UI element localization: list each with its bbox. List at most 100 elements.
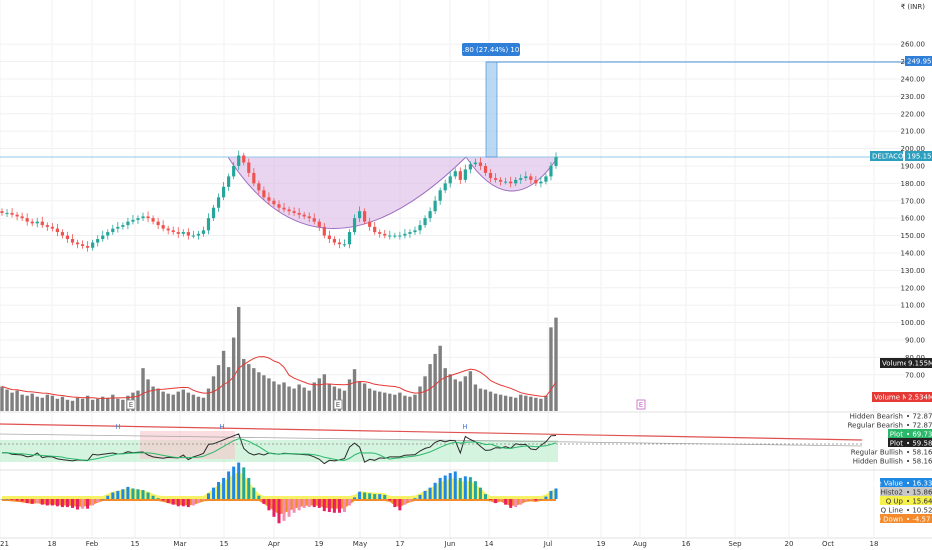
candle	[222, 186, 226, 198]
volume-bar	[473, 384, 478, 411]
volume-label-tag-box	[880, 358, 906, 368]
volume-bar	[186, 392, 191, 411]
squeeze-bar	[186, 499, 190, 508]
squeeze-value-box	[904, 478, 932, 487]
candle	[398, 235, 402, 237]
squeeze-bar	[222, 477, 226, 499]
squeeze-bar	[458, 477, 462, 499]
volume-bar	[388, 393, 392, 411]
volume-bar	[45, 394, 50, 411]
candle	[136, 218, 140, 220]
earnings-marker-box	[126, 399, 136, 410]
volume-bar	[514, 397, 518, 411]
candle	[478, 162, 483, 166]
candle	[504, 181, 508, 183]
candle	[50, 226, 54, 229]
squeeze-bar	[519, 499, 523, 505]
candle	[317, 221, 321, 227]
squeeze-bar	[65, 499, 69, 508]
squeeze-bar	[176, 499, 180, 507]
volume-bar	[80, 398, 85, 411]
volume-bar	[403, 395, 407, 411]
volume-bar	[503, 395, 508, 411]
candle	[267, 197, 271, 201]
candle	[342, 244, 347, 246]
squeeze-bar	[413, 498, 417, 499]
candles	[0, 150, 558, 252]
squeeze-bar	[166, 499, 170, 504]
squeeze-bar	[463, 476, 467, 499]
squeeze-bar	[10, 499, 14, 500]
volume-bar	[146, 379, 150, 411]
volume-bar	[433, 353, 437, 411]
candle	[15, 214, 19, 217]
squeeze-yellow-area	[2, 471, 556, 499]
candle	[307, 216, 311, 219]
rsi-label: Regular Bearish	[848, 422, 903, 430]
squeeze-bar	[0, 499, 4, 500]
squeeze-bar	[383, 494, 387, 499]
squeeze-bar	[504, 499, 508, 505]
squeeze-bar	[509, 499, 513, 508]
squeeze-value-box	[904, 487, 932, 496]
rsi-label: Hidden Bearish	[850, 413, 903, 421]
rsi-value: • 59.58	[906, 440, 932, 448]
currency-label: ₹ (INR)	[901, 3, 926, 11]
squeeze-bar	[282, 499, 286, 521]
candle	[0, 211, 4, 213]
squeeze-value: • 15.64	[906, 498, 932, 506]
volume-bar	[342, 390, 347, 411]
time-tick: Oct	[822, 540, 834, 548]
volume-bar	[312, 382, 316, 411]
volume-bar	[508, 396, 513, 411]
candle	[206, 218, 211, 231]
squeeze-bar	[136, 489, 140, 499]
candle	[443, 183, 447, 191]
volume-bar	[322, 374, 327, 411]
candle	[428, 211, 432, 219]
candle	[463, 169, 467, 180]
squeeze-bar	[131, 488, 135, 499]
volume-bar	[428, 364, 432, 411]
volume-bar	[237, 306, 241, 411]
candle	[10, 212, 14, 215]
squeeze-bar	[433, 482, 437, 499]
squeeze-value: • 10.52	[906, 507, 932, 515]
squeeze-bar	[489, 499, 493, 500]
time-tick: Aug	[633, 540, 647, 548]
volume-bar	[327, 384, 332, 411]
time-tick: 2021	[0, 540, 9, 548]
candle	[549, 165, 553, 177]
volume-ma-value-tag: 2.534M	[908, 394, 932, 402]
squeeze-bar	[363, 492, 367, 499]
measure-label-box	[462, 43, 520, 56]
candle	[378, 232, 382, 234]
candle	[433, 200, 437, 212]
volume-bar	[30, 393, 34, 411]
candle	[75, 242, 80, 245]
earnings-marker: E	[129, 401, 133, 409]
price-tick: 130.00	[901, 267, 926, 275]
candle	[161, 225, 165, 229]
volume-bar	[408, 396, 412, 411]
candle	[247, 162, 251, 173]
squeeze-bar	[378, 494, 382, 499]
earnings-marker: E	[639, 401, 643, 409]
candle	[373, 226, 377, 233]
volume-bar	[252, 368, 256, 411]
candle	[116, 226, 120, 229]
price-tick: 180.00	[901, 180, 926, 188]
volume-bar	[544, 395, 548, 411]
candle	[60, 232, 65, 236]
earnings-marker: E	[336, 401, 340, 409]
candle	[227, 176, 231, 187]
candle	[534, 179, 538, 184]
candle	[141, 216, 145, 219]
rsi-value: • 72.87	[906, 413, 932, 421]
volume-bar	[25, 395, 29, 411]
time-tick: 19	[315, 540, 324, 548]
squeeze-bar	[418, 494, 422, 499]
candle	[413, 230, 417, 233]
volume-bar	[463, 376, 468, 411]
volume-bar	[423, 376, 427, 411]
